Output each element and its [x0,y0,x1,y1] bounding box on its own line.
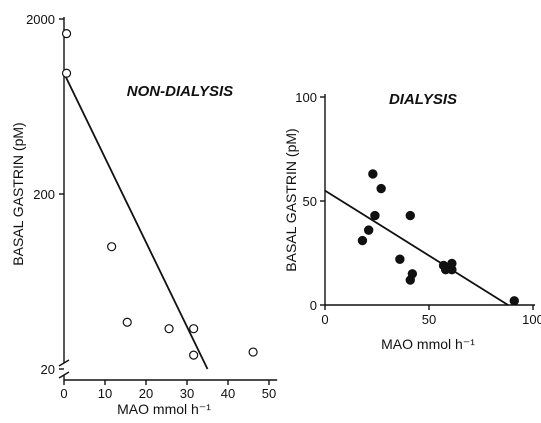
chart-title-dialysis: DIALYSIS [389,91,457,108]
chart-title-non-dialysis: NON-DIALYSIS [127,83,233,100]
y-axis-label-dialysis: BASAL GASTRIN (pM) [283,128,299,271]
y-tick-label: 2000 [26,12,55,27]
x-tick-label: 50 [262,386,276,401]
data-point-non-dialysis [122,317,132,327]
x-tick-label: 100 [522,312,541,327]
data-point-dialysis [447,258,457,269]
y-tick-label: 20 [41,362,55,377]
axis-break-mark [58,359,70,367]
regression-line-dialysis [324,189,509,306]
regression-line-non-dialysis [63,72,209,370]
data-point-dialysis [357,235,368,246]
data-point-dialysis [509,296,519,306]
data-point-non-dialysis [61,68,72,78]
x-tick-label: 0 [60,386,67,401]
x-tick-label: 0 [321,312,328,327]
x-tick-label: 40 [221,386,235,401]
x-tick-label: 20 [139,386,153,401]
chart-dialysis: DIALYSIS MAO mmol h⁻¹ BASAL GASTRIN (pM)… [283,90,541,352]
y-axis-label-non-dialysis: BASAL GASTRIN (pM) [10,122,26,265]
data-point-non-dialysis [248,347,258,357]
data-point-non-dialysis [189,324,199,334]
x-axis-label-non-dialysis: MAO mmol h⁻¹ [117,401,211,417]
data-point-dialysis [368,169,378,179]
data-point-dialysis [363,225,374,235]
y-tick-label: 100 [295,90,317,105]
data-point-dialysis [370,210,380,221]
y-tick-label: 0 [310,298,317,313]
data-point-non-dialysis [164,324,174,334]
axis-break-mark [58,371,70,379]
x-tick-label: 30 [180,386,194,401]
y-tick-label: 200 [33,187,55,202]
x-axis-label-dialysis: MAO mmol h⁻¹ [381,336,475,352]
x-tick-label: 10 [98,386,112,401]
data-point-non-dialysis [189,350,199,360]
chart-non-dialysis: NON-DIALYSIS MAO mmol h⁻¹ BASAL GASTRIN … [10,12,278,417]
data-point-dialysis [407,269,418,279]
data-point-non-dialysis [107,242,117,252]
data-point-dialysis [405,210,415,221]
x-tick-label: 50 [422,312,436,327]
data-point-dialysis [395,254,405,264]
data-point-dialysis [376,183,386,194]
y-tick-label: 50 [303,194,317,209]
data-point-non-dialysis [61,29,72,39]
